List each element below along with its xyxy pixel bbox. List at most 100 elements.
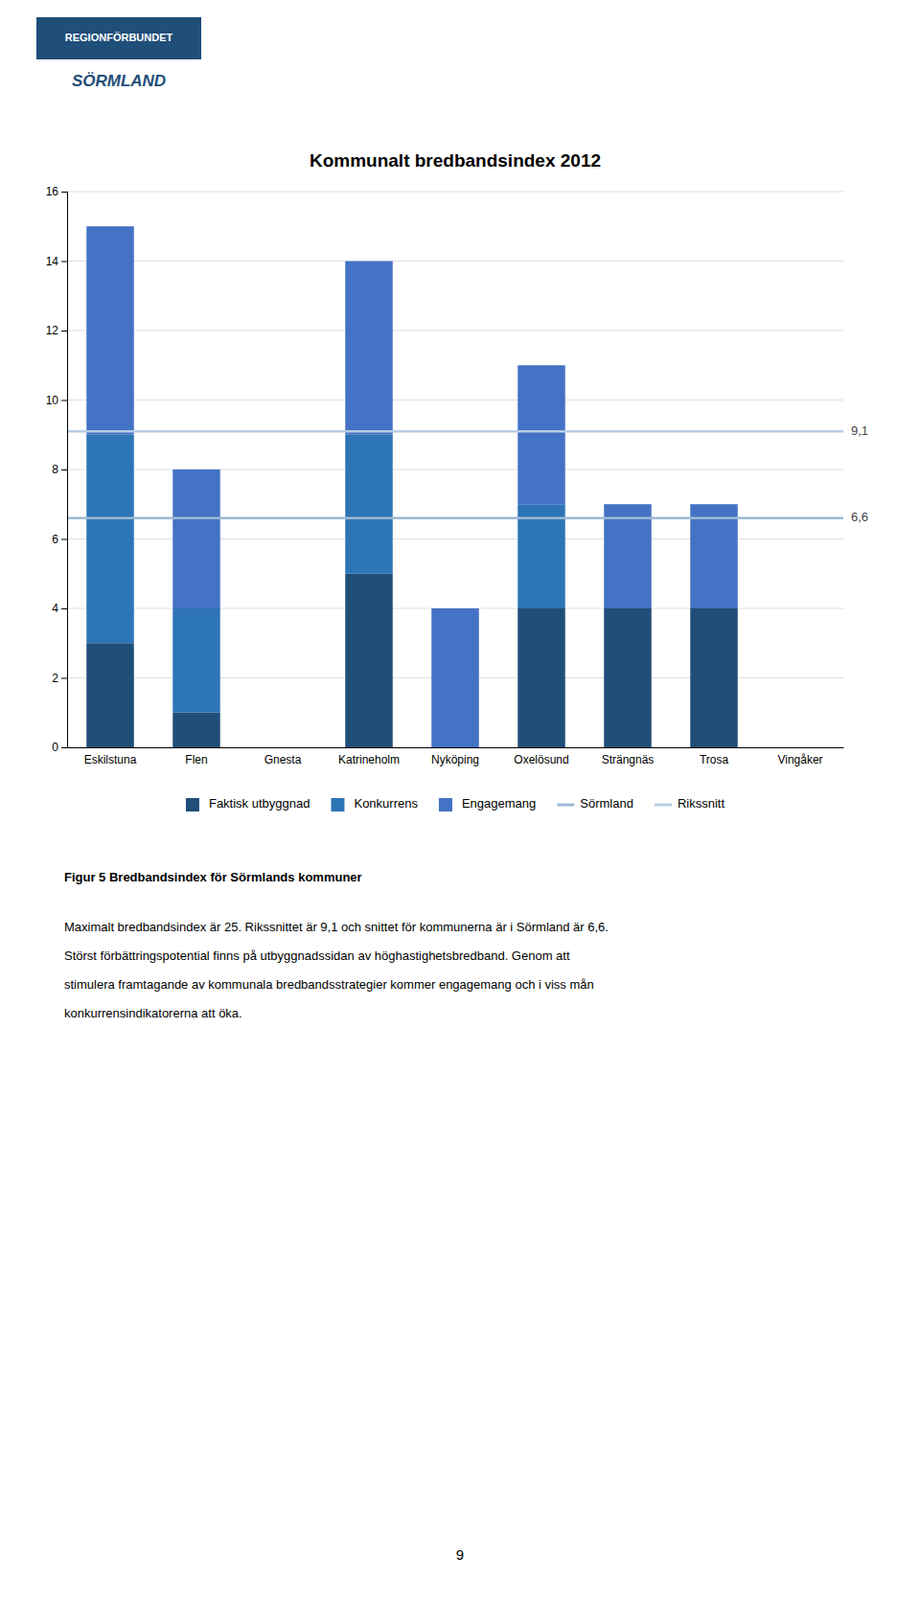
y-tick: 16 xyxy=(46,184,68,199)
x-tick: Oxelösund xyxy=(513,747,569,767)
bar-segment xyxy=(172,608,221,713)
legend-item: Sörmland xyxy=(556,796,634,811)
grid-line xyxy=(67,330,844,332)
grid-line xyxy=(67,191,844,193)
legend: Faktisk utbyggnad Konkurrens Engagemang Sör… xyxy=(185,796,725,812)
legend-swatch xyxy=(556,804,575,807)
y-tick-mark xyxy=(61,330,68,332)
y-tick-mark xyxy=(61,400,68,402)
x-tick: Katrineholm xyxy=(338,747,400,767)
y-tick: 2 xyxy=(51,671,68,686)
legend-label: Sörmland xyxy=(579,796,634,811)
x-tick-label: Eskilstuna xyxy=(84,753,138,767)
bar-segment xyxy=(86,643,135,748)
bar-segment xyxy=(603,608,652,748)
y-tick: 10 xyxy=(46,393,68,408)
y-tick-mark xyxy=(61,539,68,541)
y-axis: 0 2 4 6 8 10 12 14 16 xyxy=(46,184,69,755)
bar-segment xyxy=(690,504,738,609)
y-tick: 12 xyxy=(46,323,68,338)
x-tick: Flen xyxy=(184,747,207,767)
bar-segment xyxy=(776,747,825,749)
bar-segment xyxy=(172,713,221,748)
bar-segment xyxy=(690,608,738,748)
bar-series xyxy=(86,226,738,748)
bar-segment xyxy=(258,747,307,749)
x-tick: Gnesta xyxy=(264,747,302,767)
x-tick: Eskilstuna xyxy=(84,747,138,767)
y-tick-mark xyxy=(61,608,68,610)
bar-segment xyxy=(345,261,393,436)
x-tick-label: Nyköping xyxy=(431,753,480,767)
legend-swatch xyxy=(330,798,345,812)
legend-item: Engagemang xyxy=(438,796,536,812)
y-tick-label: 2 xyxy=(51,671,59,686)
x-tick-label: Strängnäs xyxy=(601,753,655,767)
y-tick-mark xyxy=(61,261,68,263)
bar-segment xyxy=(431,608,480,748)
x-tick-label: Katrineholm xyxy=(338,753,400,767)
bar-segment xyxy=(776,747,825,749)
y-tick: 6 xyxy=(51,532,68,547)
y-tick-mark xyxy=(61,469,68,471)
y-tick-label: 16 xyxy=(46,184,60,199)
bar-segment xyxy=(86,226,135,436)
bar-segment xyxy=(517,504,566,609)
y-tick-label: 8 xyxy=(51,462,59,477)
logo-box xyxy=(36,17,202,60)
bar-segment xyxy=(258,747,307,749)
x-tick-label: Vingåker xyxy=(777,753,823,767)
legend-swatch xyxy=(654,804,672,807)
x-tick: Nyköping xyxy=(431,747,480,767)
y-tick-label: 6 xyxy=(51,532,59,547)
body-text: Maximalt bredbandsindex är 25. Rikssnitt… xyxy=(64,920,609,935)
body-text: Störst förbättringspotential finns på ut… xyxy=(64,948,571,964)
reference-line xyxy=(67,517,844,521)
y-axis-line xyxy=(61,192,69,749)
logo: REGIONFÖRBUNDETSÖRMLAND xyxy=(36,17,202,91)
x-tick-label: Trosa xyxy=(699,753,730,767)
bar-segment xyxy=(172,469,221,609)
logo-text: SÖRMLAND xyxy=(71,71,166,91)
x-axis: Eskilstuna Flen Gnesta Katrineholm Nyköping O… xyxy=(68,747,845,767)
y-tick-mark xyxy=(61,678,68,680)
legend-label: Engagemang xyxy=(461,796,536,811)
chart-title: Kommunalt bredbandsindex 2012 xyxy=(309,150,601,171)
legend-label: Konkurrens xyxy=(353,796,418,811)
y-tick-label: 10 xyxy=(46,393,60,408)
x-axis-line xyxy=(68,747,845,749)
body-text: konkurrensindikatorerna att öka. xyxy=(64,1006,243,1021)
y-tick: 8 xyxy=(51,462,68,477)
grid-line xyxy=(67,260,844,262)
y-tick-mark xyxy=(61,747,68,749)
bar-segment xyxy=(345,574,393,748)
bar-segment xyxy=(86,435,135,644)
bar-segment xyxy=(776,747,825,749)
page-number: 9 xyxy=(456,1546,464,1564)
bar-segment xyxy=(517,365,566,505)
y-tick-label: 0 xyxy=(51,740,59,755)
y-tick-label: 14 xyxy=(46,254,60,269)
x-tick-label: Flen xyxy=(184,753,207,767)
figure-caption: Figur 5 Bredbandsindex för Sörmlands kom… xyxy=(64,870,363,885)
reference-line xyxy=(67,430,844,434)
grid-line xyxy=(67,399,844,401)
legend-item: Rikssnitt xyxy=(654,796,726,811)
legend-item: Konkurrens xyxy=(330,796,418,812)
y-tick-label: 4 xyxy=(51,601,59,616)
grid xyxy=(67,191,844,748)
y-tick-label: 12 xyxy=(46,323,60,338)
x-tick-label: Oxelösund xyxy=(513,753,569,767)
y-tick: 4 xyxy=(51,601,68,616)
x-tick: Vingåker xyxy=(777,747,823,767)
y-tick: 0 xyxy=(51,740,68,755)
legend-swatch xyxy=(185,798,200,812)
reference-label: 9,1 xyxy=(851,423,869,438)
bar-segment xyxy=(345,435,393,575)
reference-label: 6,6 xyxy=(851,509,869,525)
bar-segment xyxy=(517,608,566,748)
bar-segment xyxy=(258,747,307,749)
legend-swatch xyxy=(438,798,453,812)
legend-label: Faktisk utbyggnad xyxy=(208,796,311,811)
x-tick: Strängnäs xyxy=(601,747,655,767)
